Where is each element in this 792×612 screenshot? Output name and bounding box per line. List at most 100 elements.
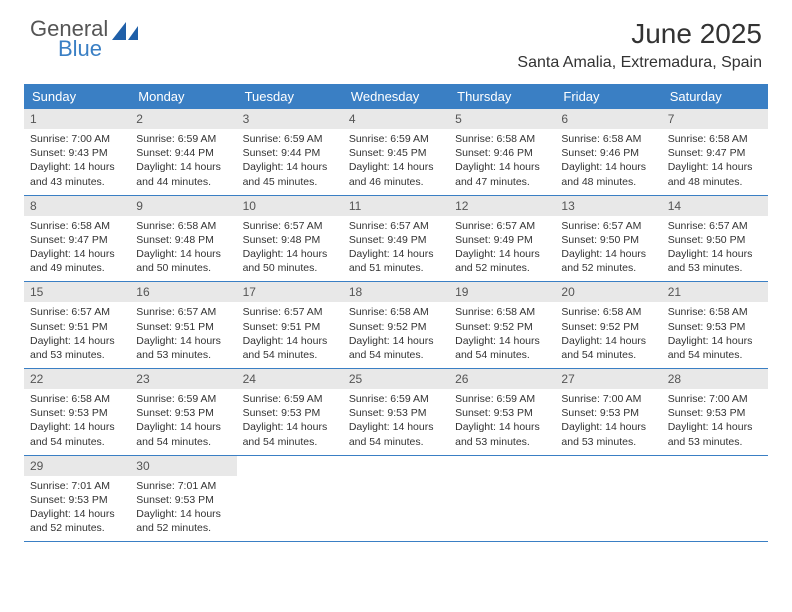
- day-number: 16: [130, 282, 236, 302]
- day-cell: 8Sunrise: 6:58 AMSunset: 9:47 PMDaylight…: [24, 196, 130, 282]
- day-cell: 9Sunrise: 6:58 AMSunset: 9:48 PMDaylight…: [130, 196, 236, 282]
- day-number: 3: [237, 109, 343, 129]
- day-cell: 1Sunrise: 7:00 AMSunset: 9:43 PMDaylight…: [24, 109, 130, 195]
- day-details: Sunrise: 6:58 AMSunset: 9:53 PMDaylight:…: [662, 302, 768, 362]
- week-row: 1Sunrise: 7:00 AMSunset: 9:43 PMDaylight…: [24, 109, 768, 196]
- day-cell: 18Sunrise: 6:58 AMSunset: 9:52 PMDayligh…: [343, 282, 449, 368]
- day-number: 8: [24, 196, 130, 216]
- day-cell: [449, 456, 555, 542]
- day-cell: 17Sunrise: 6:57 AMSunset: 9:51 PMDayligh…: [237, 282, 343, 368]
- day-details: Sunrise: 6:58 AMSunset: 9:46 PMDaylight:…: [555, 129, 661, 189]
- day-number: 7: [662, 109, 768, 129]
- week-row: 22Sunrise: 6:58 AMSunset: 9:53 PMDayligh…: [24, 369, 768, 456]
- day-cell: 5Sunrise: 6:58 AMSunset: 9:46 PMDaylight…: [449, 109, 555, 195]
- day-cell: 23Sunrise: 6:59 AMSunset: 9:53 PMDayligh…: [130, 369, 236, 455]
- dow-header: Monday: [130, 84, 236, 109]
- day-details: Sunrise: 7:00 AMSunset: 9:43 PMDaylight:…: [24, 129, 130, 189]
- day-cell: 15Sunrise: 6:57 AMSunset: 9:51 PMDayligh…: [24, 282, 130, 368]
- day-cell: 11Sunrise: 6:57 AMSunset: 9:49 PMDayligh…: [343, 196, 449, 282]
- day-number: 21: [662, 282, 768, 302]
- day-details: Sunrise: 6:57 AMSunset: 9:49 PMDaylight:…: [449, 216, 555, 276]
- brand-line2: Blue: [58, 38, 108, 60]
- day-cell: [237, 456, 343, 542]
- day-cell: 29Sunrise: 7:01 AMSunset: 9:53 PMDayligh…: [24, 456, 130, 542]
- day-cell: 10Sunrise: 6:57 AMSunset: 9:48 PMDayligh…: [237, 196, 343, 282]
- calendar-grid: SundayMondayTuesdayWednesdayThursdayFrid…: [24, 84, 768, 542]
- dow-header: Sunday: [24, 84, 130, 109]
- day-details: Sunrise: 6:59 AMSunset: 9:44 PMDaylight:…: [237, 129, 343, 189]
- day-cell: 25Sunrise: 6:59 AMSunset: 9:53 PMDayligh…: [343, 369, 449, 455]
- day-cell: [662, 456, 768, 542]
- day-number: 12: [449, 196, 555, 216]
- day-details: Sunrise: 6:59 AMSunset: 9:53 PMDaylight:…: [130, 389, 236, 449]
- day-details: Sunrise: 6:57 AMSunset: 9:48 PMDaylight:…: [237, 216, 343, 276]
- week-row: 8Sunrise: 6:58 AMSunset: 9:47 PMDaylight…: [24, 196, 768, 283]
- day-number: 15: [24, 282, 130, 302]
- day-details: Sunrise: 6:58 AMSunset: 9:47 PMDaylight:…: [662, 129, 768, 189]
- day-cell: 13Sunrise: 6:57 AMSunset: 9:50 PMDayligh…: [555, 196, 661, 282]
- dow-header-row: SundayMondayTuesdayWednesdayThursdayFrid…: [24, 84, 768, 109]
- location-label: Santa Amalia, Extremadura, Spain: [517, 54, 762, 72]
- dow-header: Saturday: [662, 84, 768, 109]
- day-details: Sunrise: 6:57 AMSunset: 9:51 PMDaylight:…: [237, 302, 343, 362]
- day-number: 22: [24, 369, 130, 389]
- day-cell: 24Sunrise: 6:59 AMSunset: 9:53 PMDayligh…: [237, 369, 343, 455]
- week-row: 29Sunrise: 7:01 AMSunset: 9:53 PMDayligh…: [24, 456, 768, 543]
- day-number: 29: [24, 456, 130, 476]
- day-cell: 7Sunrise: 6:58 AMSunset: 9:47 PMDaylight…: [662, 109, 768, 195]
- month-title: June 2025: [517, 18, 762, 50]
- dow-header: Tuesday: [237, 84, 343, 109]
- day-details: Sunrise: 6:57 AMSunset: 9:50 PMDaylight:…: [555, 216, 661, 276]
- day-cell: 6Sunrise: 6:58 AMSunset: 9:46 PMDaylight…: [555, 109, 661, 195]
- day-cell: 21Sunrise: 6:58 AMSunset: 9:53 PMDayligh…: [662, 282, 768, 368]
- header: General Blue June 2025 Santa Amalia, Ext…: [0, 0, 792, 78]
- day-cell: 3Sunrise: 6:59 AMSunset: 9:44 PMDaylight…: [237, 109, 343, 195]
- day-number: 14: [662, 196, 768, 216]
- day-details: Sunrise: 6:58 AMSunset: 9:53 PMDaylight:…: [24, 389, 130, 449]
- dow-header: Friday: [555, 84, 661, 109]
- brand-text: General Blue: [30, 18, 108, 60]
- day-number: 18: [343, 282, 449, 302]
- day-details: Sunrise: 6:59 AMSunset: 9:53 PMDaylight:…: [343, 389, 449, 449]
- title-block: June 2025 Santa Amalia, Extremadura, Spa…: [517, 18, 762, 72]
- day-number: 25: [343, 369, 449, 389]
- day-cell: 4Sunrise: 6:59 AMSunset: 9:45 PMDaylight…: [343, 109, 449, 195]
- day-details: Sunrise: 6:57 AMSunset: 9:51 PMDaylight:…: [130, 302, 236, 362]
- day-number: 13: [555, 196, 661, 216]
- day-number: 28: [662, 369, 768, 389]
- day-number: 20: [555, 282, 661, 302]
- day-cell: [343, 456, 449, 542]
- dow-header: Wednesday: [343, 84, 449, 109]
- day-number: 26: [449, 369, 555, 389]
- day-number: 11: [343, 196, 449, 216]
- day-cell: 16Sunrise: 6:57 AMSunset: 9:51 PMDayligh…: [130, 282, 236, 368]
- day-cell: 2Sunrise: 6:59 AMSunset: 9:44 PMDaylight…: [130, 109, 236, 195]
- day-details: Sunrise: 6:59 AMSunset: 9:53 PMDaylight:…: [449, 389, 555, 449]
- day-number: 1: [24, 109, 130, 129]
- day-cell: [555, 456, 661, 542]
- day-cell: 22Sunrise: 6:58 AMSunset: 9:53 PMDayligh…: [24, 369, 130, 455]
- day-details: Sunrise: 7:01 AMSunset: 9:53 PMDaylight:…: [24, 476, 130, 536]
- day-number: 19: [449, 282, 555, 302]
- day-details: Sunrise: 7:01 AMSunset: 9:53 PMDaylight:…: [130, 476, 236, 536]
- day-details: Sunrise: 6:58 AMSunset: 9:52 PMDaylight:…: [343, 302, 449, 362]
- day-details: Sunrise: 6:58 AMSunset: 9:46 PMDaylight:…: [449, 129, 555, 189]
- day-details: Sunrise: 6:57 AMSunset: 9:50 PMDaylight:…: [662, 216, 768, 276]
- day-cell: 28Sunrise: 7:00 AMSunset: 9:53 PMDayligh…: [662, 369, 768, 455]
- day-details: Sunrise: 6:58 AMSunset: 9:48 PMDaylight:…: [130, 216, 236, 276]
- day-details: Sunrise: 6:59 AMSunset: 9:45 PMDaylight:…: [343, 129, 449, 189]
- day-cell: 19Sunrise: 6:58 AMSunset: 9:52 PMDayligh…: [449, 282, 555, 368]
- day-number: 24: [237, 369, 343, 389]
- day-details: Sunrise: 6:58 AMSunset: 9:47 PMDaylight:…: [24, 216, 130, 276]
- day-number: 5: [449, 109, 555, 129]
- day-cell: 27Sunrise: 7:00 AMSunset: 9:53 PMDayligh…: [555, 369, 661, 455]
- day-number: 2: [130, 109, 236, 129]
- day-details: Sunrise: 6:59 AMSunset: 9:44 PMDaylight:…: [130, 129, 236, 189]
- day-number: 23: [130, 369, 236, 389]
- day-cell: 26Sunrise: 6:59 AMSunset: 9:53 PMDayligh…: [449, 369, 555, 455]
- day-number: 17: [237, 282, 343, 302]
- day-details: Sunrise: 7:00 AMSunset: 9:53 PMDaylight:…: [662, 389, 768, 449]
- day-details: Sunrise: 6:58 AMSunset: 9:52 PMDaylight:…: [555, 302, 661, 362]
- day-details: Sunrise: 6:59 AMSunset: 9:53 PMDaylight:…: [237, 389, 343, 449]
- day-cell: 20Sunrise: 6:58 AMSunset: 9:52 PMDayligh…: [555, 282, 661, 368]
